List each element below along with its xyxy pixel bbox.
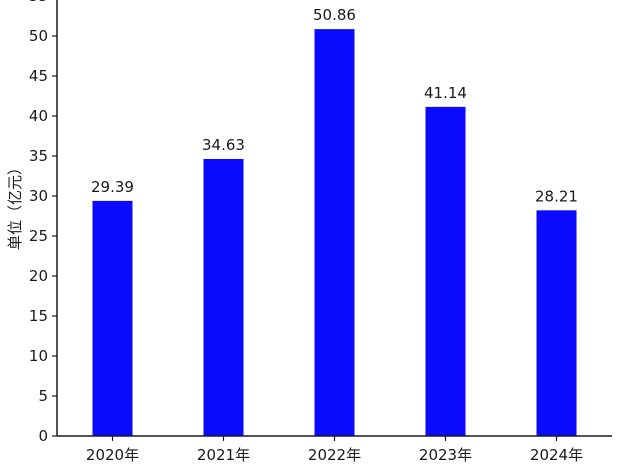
bar (425, 106, 466, 436)
y-tick-label: 20 (29, 267, 48, 285)
bar (203, 158, 244, 436)
x-axis: 2020年 2021年 2022年 2023年 2024年 (57, 435, 612, 464)
y-tick-label: 35 (29, 147, 48, 165)
y-tick-label: 45 (29, 67, 48, 85)
data-label: 50.86 (313, 6, 356, 24)
y-tick-label: 25 (29, 227, 48, 245)
y-tick-label: 5 (38, 387, 48, 405)
data-label: 28.21 (535, 187, 578, 205)
y-tick-label: 10 (29, 347, 48, 365)
y-tick-label: 40 (29, 107, 48, 125)
y-tick-label: 55 (29, 0, 48, 5)
bar (536, 210, 577, 436)
y-tick-label: 15 (29, 307, 48, 325)
bar (314, 29, 355, 437)
x-tick-label: 2020年 (86, 446, 139, 464)
y-axis-title: 单位（亿元） (6, 160, 24, 250)
data-label: 41.14 (424, 84, 467, 102)
data-label: 29.39 (91, 178, 134, 196)
bars (92, 29, 577, 437)
y-tick-label: 0 (38, 427, 48, 445)
bar (92, 200, 133, 436)
x-tick-label: 2022年 (308, 446, 361, 464)
y-axis: 0 5 10 15 20 25 30 35 40 45 50 55 (29, 0, 58, 445)
data-labels: 29.39 34.63 50.86 41.14 28.21 (91, 6, 578, 205)
y-tick-label: 30 (29, 187, 48, 205)
x-tick-label: 2024年 (530, 446, 583, 464)
data-label: 34.63 (202, 136, 245, 154)
x-tick-label: 2023年 (419, 446, 472, 464)
x-tick-label: 2021年 (197, 446, 250, 464)
y-tick-label: 50 (29, 27, 48, 45)
